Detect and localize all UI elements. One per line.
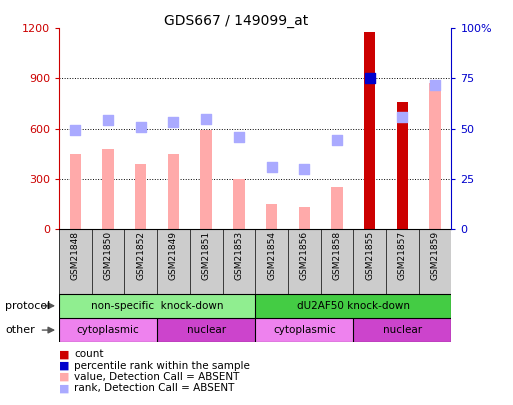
Point: [202, 115, 210, 122]
Bar: [321, 229, 353, 294]
Bar: [124, 229, 157, 294]
Point: [300, 165, 308, 172]
Text: nuclear: nuclear: [383, 325, 422, 335]
Bar: [59, 318, 157, 342]
Point: [136, 124, 145, 130]
Point: [431, 82, 439, 88]
Text: GSM21850: GSM21850: [104, 231, 112, 280]
Bar: [255, 318, 353, 342]
Bar: [397, 102, 408, 229]
Bar: [255, 229, 288, 294]
Bar: [70, 153, 81, 229]
Text: GSM21849: GSM21849: [169, 231, 178, 280]
Bar: [331, 187, 343, 229]
Point: [333, 137, 341, 143]
Text: value, Detection Call = ABSENT: value, Detection Call = ABSENT: [74, 372, 240, 382]
Bar: [255, 294, 451, 318]
Point: [169, 119, 177, 125]
Text: ■: ■: [59, 350, 69, 359]
Point: [235, 134, 243, 140]
Bar: [59, 294, 255, 318]
Text: count: count: [74, 350, 104, 359]
Bar: [429, 83, 441, 229]
Text: GSM21856: GSM21856: [300, 231, 309, 280]
Bar: [299, 207, 310, 229]
Text: GSM21858: GSM21858: [332, 231, 342, 280]
Bar: [201, 130, 212, 229]
Text: percentile rank within the sample: percentile rank within the sample: [74, 361, 250, 371]
Bar: [157, 229, 190, 294]
Text: GSM21855: GSM21855: [365, 231, 374, 280]
Text: dU2AF50 knock-down: dU2AF50 knock-down: [297, 301, 410, 311]
Bar: [353, 318, 451, 342]
Bar: [92, 229, 125, 294]
Text: cytoplasmic: cytoplasmic: [76, 325, 140, 335]
Bar: [157, 318, 255, 342]
Bar: [223, 229, 255, 294]
Text: GSM21859: GSM21859: [430, 231, 440, 280]
Bar: [288, 229, 321, 294]
Text: other: other: [5, 325, 35, 335]
Bar: [168, 153, 179, 229]
Bar: [266, 204, 278, 229]
Bar: [419, 229, 451, 294]
Bar: [364, 32, 376, 229]
Bar: [102, 149, 114, 229]
Text: ■: ■: [59, 372, 69, 382]
Text: ■: ■: [59, 361, 69, 371]
Point: [104, 117, 112, 124]
Bar: [135, 164, 147, 229]
Text: GSM21852: GSM21852: [136, 231, 145, 280]
Text: GSM21853: GSM21853: [234, 231, 243, 280]
Text: protocol: protocol: [5, 301, 50, 311]
Text: GSM21854: GSM21854: [267, 231, 276, 280]
Text: non-specific  knock-down: non-specific knock-down: [91, 301, 223, 311]
Text: GDS667 / 149099_at: GDS667 / 149099_at: [164, 14, 308, 28]
Text: nuclear: nuclear: [187, 325, 226, 335]
Text: cytoplasmic: cytoplasmic: [273, 325, 336, 335]
Point: [71, 127, 80, 134]
Bar: [233, 179, 245, 229]
Bar: [386, 229, 419, 294]
Point: [267, 164, 275, 170]
Bar: [190, 229, 223, 294]
Point: [398, 114, 406, 120]
Text: GSM21857: GSM21857: [398, 231, 407, 280]
Bar: [353, 229, 386, 294]
Point: [366, 75, 374, 82]
Text: GSM21851: GSM21851: [202, 231, 211, 280]
Text: ■: ■: [59, 384, 69, 393]
Bar: [59, 229, 92, 294]
Text: rank, Detection Call = ABSENT: rank, Detection Call = ABSENT: [74, 384, 235, 393]
Text: GSM21848: GSM21848: [71, 231, 80, 280]
